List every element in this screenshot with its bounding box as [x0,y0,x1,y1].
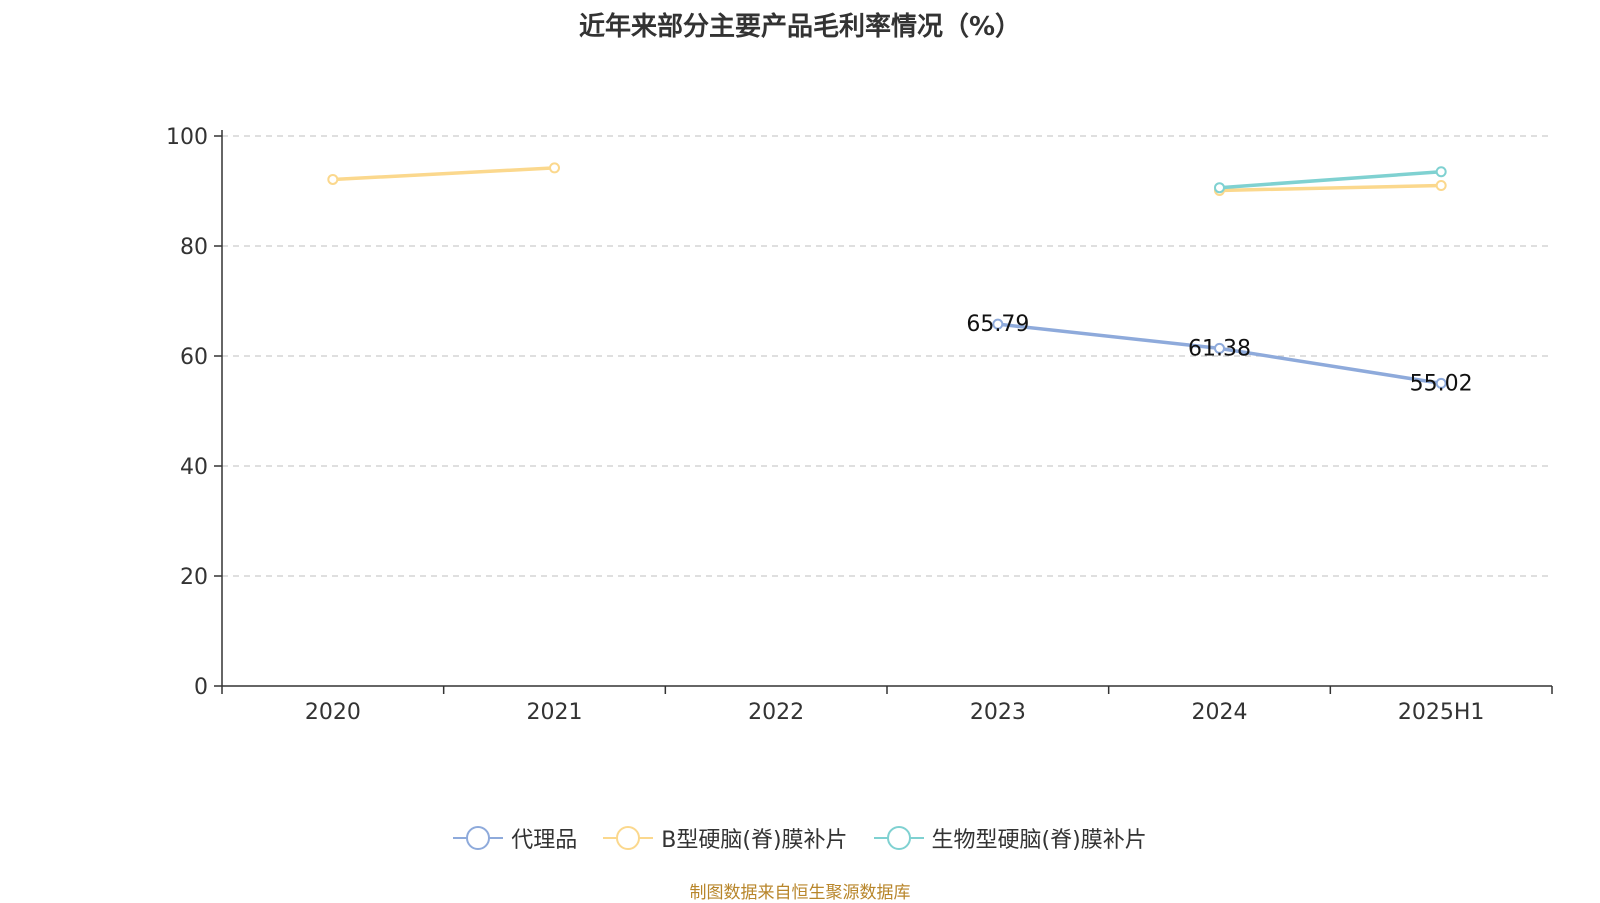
y-tick-label-2: 40 [180,455,208,480]
legend-swatch-0 [453,824,504,852]
series-1-segment-0 [331,166,557,182]
legend-label-1: B型硬脑(脊)膜补片 [661,828,848,853]
series-1-segment-4 [1217,183,1443,193]
axes: 0 20 40 60 80 100 2020 2021 2022 2023 2024 2025H1 [166,125,1553,725]
y-tick-label-3: 60 [180,345,208,370]
series-2-point-4 [1214,182,1225,194]
x-tick-label-4: 2024 [1192,700,1248,725]
series-0-label-4: 61.38 [1188,336,1251,361]
y-tick-label-0: 0 [194,675,208,700]
legend-label-0: 代理品 [511,828,578,853]
legend-label-2: 生物型硬脑(脊)膜补片 [931,828,1147,853]
series-2-segment-4 [1217,170,1443,190]
x-tick-label-0: 2020 [305,700,361,725]
series-1-point-0 [327,173,339,185]
series-1-point-5 [1435,180,1447,191]
grid-lines [222,135,1552,577]
series-2-point-5 [1435,166,1447,178]
y-tick-label-1: 20 [180,565,208,590]
legend-swatch-1 [603,824,654,852]
x-tick-label-5: 2025H1 [1398,700,1485,725]
series-0-point-5 [1435,377,1447,389]
series-0-segment-3 [996,322,1222,351]
x-tick-label-1: 2021 [527,700,583,725]
source-note: 制图数据来自恒生聚源数据库 [689,883,911,903]
series-1-point-1 [549,162,560,174]
chart-title: 近年来部分主要产品毛利率情况（%） [578,12,1022,42]
series-0-label-3: 65.79 [966,312,1029,337]
series-0-point-3 [992,318,1004,330]
series-0-point-4 [1214,342,1225,354]
legend-item-0[interactable]: 代理品 [453,822,577,854]
legend: 代理品 B型硬脑(脊)膜补片 生物型硬脑(脊)膜补片 [0,822,1600,854]
series-0-label-5: 55.02 [1410,371,1473,396]
series-0-segment-4 [1217,346,1443,386]
x-tick-label-2: 2022 [748,700,804,725]
legend-swatch-2 [873,824,924,852]
data-labels: 65.79 61.38 55.02 [966,312,1472,396]
legend-item-2[interactable]: 生物型硬脑(脊)膜补片 [873,822,1147,854]
series-lines [327,162,1447,389]
y-tick-label-5: 100 [166,125,208,150]
y-tick-label-4: 80 [180,235,208,260]
legend-item-1[interactable]: B型硬脑(脊)膜补片 [603,822,848,854]
x-tick-label-3: 2023 [970,700,1026,725]
